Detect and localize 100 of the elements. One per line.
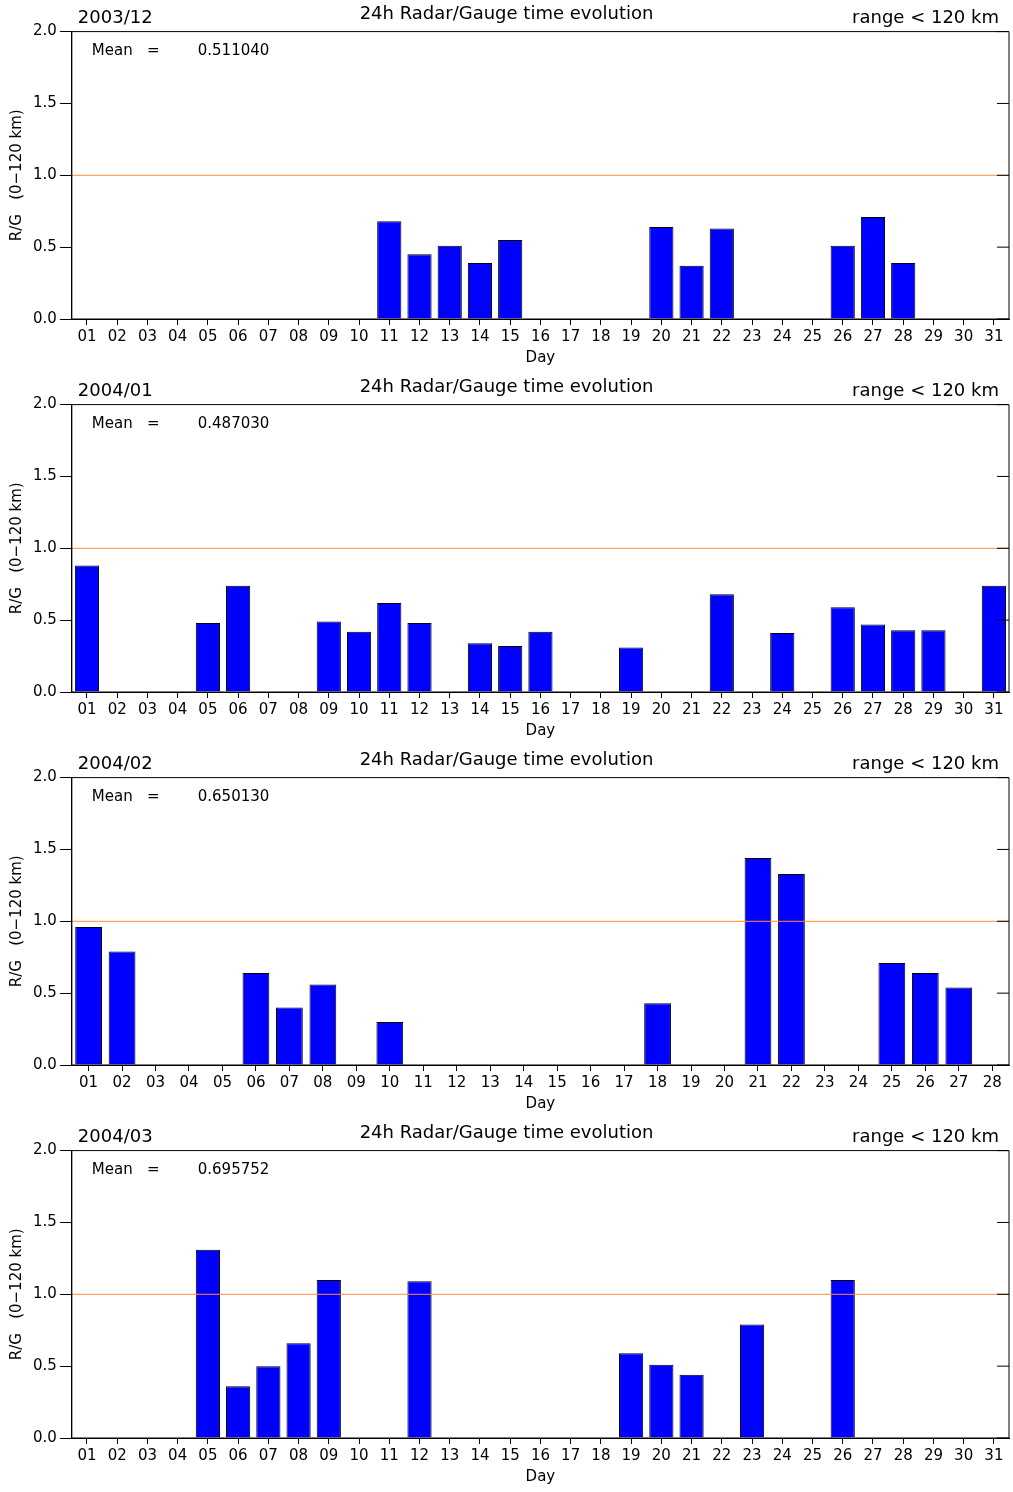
x-tick-label: 08 (289, 699, 309, 718)
x-axis-title: Day (525, 1466, 556, 1485)
x-tick-label: 28 (893, 326, 913, 345)
x-tick-label: 02 (107, 699, 127, 718)
x-tick-label: 04 (168, 326, 188, 345)
x-tick-label: 16 (581, 1072, 601, 1091)
x-tick-label: 20 (651, 699, 671, 718)
x-tick-label: 16 (530, 326, 550, 345)
x-tick-label: 09 (319, 699, 339, 718)
text: 2003/12 (77, 6, 153, 28)
y-tick-label: 2.0 (33, 21, 57, 40)
x-tick-label: 14 (470, 699, 490, 718)
y-axis-title: R/G (0−120 km) (6, 482, 25, 615)
x-tick-label: 28 (982, 1072, 1002, 1091)
y-tick-label: 1.0 (33, 538, 57, 557)
text: range < 120 km (852, 6, 999, 28)
x-tick-label: 11 (379, 326, 399, 345)
x-tick-label: 04 (179, 1072, 199, 1091)
x-axis-title: Day (525, 720, 556, 739)
x-tick-label: 15 (500, 699, 520, 718)
x-tick-label: 07 (258, 326, 278, 345)
x-tick-label: 22 (712, 699, 732, 718)
text: range < 120 km (852, 752, 999, 774)
x-tick-label: 22 (712, 1445, 732, 1464)
x-tick-label: 11 (413, 1072, 433, 1091)
x-tick-label: 12 (409, 699, 430, 718)
x-tick-label: 26 (833, 699, 853, 718)
y-tick-label: 0.5 (33, 983, 57, 1002)
x-tick-label: 10 (349, 326, 369, 345)
x-tick-label: 14 (470, 326, 490, 345)
y-tick-label: 2.0 (33, 767, 57, 786)
x-tick-label: 17 (561, 699, 581, 718)
y-tick-label: 0.0 (33, 308, 57, 327)
x-tick-label: 25 (802, 326, 823, 345)
x-tick-label: 02 (112, 1072, 132, 1091)
y-tick-label: 0.0 (33, 681, 57, 700)
x-tick-label: 30 (954, 326, 974, 345)
x-tick-label: 06 (228, 326, 248, 345)
x-tick-label: 12 (409, 1445, 430, 1464)
x-tick-label: 03 (137, 699, 157, 718)
y-axis-title: R/G (0−120 km) (6, 855, 25, 988)
x-tick-label: 06 (228, 699, 248, 718)
x-tick-label: 26 (833, 326, 853, 345)
y-tick-label: 2.0 (33, 394, 57, 413)
x-tick-label: 03 (145, 1072, 166, 1091)
y-tick-label: 1.0 (33, 1284, 57, 1303)
x-tick-label: 01 (77, 326, 97, 345)
x-tick-label: 25 (802, 699, 823, 718)
x-tick-label: 19 (681, 1072, 701, 1091)
x-tick-label: 13 (440, 1445, 460, 1464)
x-tick-label: 11 (379, 699, 399, 718)
x-tick-label: 18 (591, 699, 611, 718)
x-tick-label: 05 (212, 1072, 233, 1091)
x-tick-label: 21 (682, 699, 702, 718)
x-tick-label: 19 (621, 326, 641, 345)
x-axis-title: Day (525, 1093, 556, 1112)
x-tick-label: 30 (954, 1445, 974, 1464)
text: 2004/03 (77, 1125, 153, 1147)
x-tick-label: 21 (682, 1445, 702, 1464)
y-tick-label: 0.5 (33, 1356, 57, 1375)
y-tick-label: 2.0 (33, 1140, 57, 1159)
y-tick-label: 0.0 (33, 1054, 57, 1073)
x-tick-label: 07 (258, 699, 278, 718)
x-tick-label: 28 (893, 1445, 913, 1464)
x-tick-label: 08 (289, 326, 309, 345)
x-tick-label: 04 (168, 699, 188, 718)
x-tick-label: 01 (77, 699, 97, 718)
x-axis-title: Day (525, 347, 556, 366)
x-tick-label: 01 (79, 1072, 99, 1091)
y-tick-label: 1.5 (33, 1212, 57, 1231)
x-tick-label: 10 (349, 1445, 369, 1464)
x-tick-label: 27 (863, 326, 883, 345)
x-tick-label: 03 (137, 326, 157, 345)
chart-title: 24h Radar/Gauge time evolution (359, 748, 654, 770)
y-tick-label: 0.5 (33, 610, 57, 629)
y-tick-label: 0.0 (33, 1427, 57, 1446)
x-tick-label: 26 (915, 1072, 935, 1091)
x-tick-label: 27 (863, 1445, 883, 1464)
x-tick-label: 24 (848, 1072, 868, 1091)
x-tick-label: 16 (530, 699, 550, 718)
x-tick-label: 31 (984, 1445, 1004, 1464)
x-tick-label: 31 (984, 699, 1004, 718)
x-tick-label: 27 (863, 699, 883, 718)
x-tick-label: 11 (379, 1445, 399, 1464)
x-tick-label: 24 (772, 326, 792, 345)
x-tick-label: 29 (923, 699, 943, 718)
annotation: Mean = 0.695752 (91, 1159, 270, 1178)
x-tick-label: 19 (621, 699, 641, 718)
annotation: Mean = 0.650130 (91, 786, 270, 805)
x-tick-label: 05 (198, 1445, 218, 1464)
x-tick-label: 15 (500, 1445, 520, 1464)
x-tick-label: 05 (198, 326, 218, 345)
x-tick-label: 15 (500, 326, 520, 345)
annotation: Mean = 0.511040 (91, 40, 270, 59)
x-tick-label: 29 (923, 326, 943, 345)
x-tick-label: 21 (682, 326, 702, 345)
x-tick-label: 26 (833, 1445, 853, 1464)
x-tick-label: 06 (228, 1445, 248, 1464)
chart-title: 24h Radar/Gauge time evolution (359, 2, 654, 24)
x-tick-label: 22 (781, 1072, 801, 1091)
